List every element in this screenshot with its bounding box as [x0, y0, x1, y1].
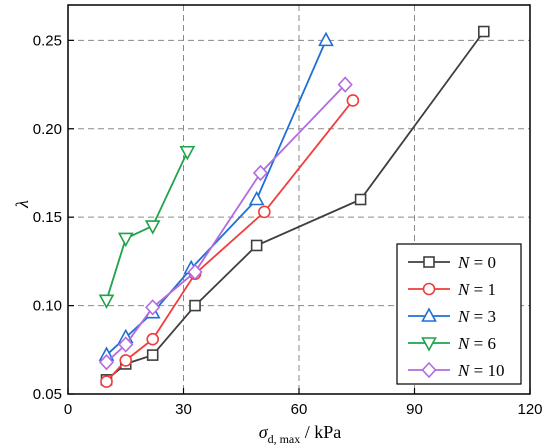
data-point — [118, 336, 134, 353]
series-2 — [98, 31, 334, 361]
legend-item: N = 0 — [408, 253, 496, 272]
legend: N = 0N = 1N = 3N = 6N = 10 — [396, 243, 522, 385]
legend-label: N = 0 — [457, 253, 496, 272]
x-axis-label-subscript: d, max — [268, 432, 301, 446]
legend-label-equals: = — [469, 280, 487, 299]
data-point — [250, 239, 263, 252]
x-tick-label: 0 — [64, 401, 72, 418]
legend-label-value: 10 — [487, 361, 504, 380]
data-point — [146, 349, 159, 361]
y-tick-label: 0.25 — [33, 32, 62, 49]
legend-label-value: 1 — [487, 280, 496, 299]
legend-label-equals: = — [469, 361, 487, 380]
series-line — [105, 40, 327, 356]
legend-item: N = 1 — [408, 280, 496, 299]
series-line — [105, 151, 189, 301]
data-point — [252, 164, 269, 182]
legend-label-value: 0 — [487, 253, 496, 272]
data-point — [144, 220, 161, 235]
series-4 — [98, 76, 353, 371]
data-point — [98, 353, 115, 371]
data-point — [258, 205, 271, 219]
data-point — [100, 375, 113, 388]
legend-box — [396, 243, 522, 385]
legend-label: N = 6 — [457, 334, 496, 353]
x-axis-label-unit: / kPa — [300, 422, 341, 442]
legend-label-variable: N — [457, 334, 471, 353]
data-point — [354, 193, 367, 206]
legend-label-variable: N — [457, 280, 471, 299]
legend-marker — [421, 307, 437, 322]
x-axis-label: σd, max / kPa — [259, 422, 342, 446]
series-3 — [98, 145, 196, 309]
x-tick-label: 60 — [291, 401, 308, 418]
series-1 — [100, 94, 360, 388]
legend-marker — [421, 337, 437, 352]
legend-label: N = 1 — [457, 280, 496, 299]
y-axis-label: λ — [12, 200, 32, 209]
data-point — [318, 31, 334, 47]
y-tick-label: 0.10 — [33, 298, 62, 315]
legend-label: N = 10 — [457, 361, 504, 380]
legend-label-variable: N — [457, 361, 471, 380]
legend-marker — [423, 256, 435, 268]
data-point — [189, 299, 201, 312]
x-tick-label: 30 — [175, 401, 192, 418]
data-point — [187, 263, 203, 281]
data-point — [337, 76, 353, 93]
legend-item: N = 6 — [408, 334, 496, 353]
legend-marker — [421, 361, 437, 379]
legend-label-value: 3 — [487, 307, 496, 326]
y-tick-label: 0.05 — [33, 386, 62, 403]
series-layer — [98, 25, 490, 388]
data-point — [146, 332, 159, 346]
data-point — [119, 354, 133, 367]
x-tick-label: 120 — [517, 401, 542, 418]
grid — [68, 5, 530, 394]
y-tick-label: 0.20 — [33, 121, 62, 138]
x-axis-label-symbol: σ — [259, 422, 269, 442]
series-line — [105, 99, 354, 383]
y-tick-label: 0.15 — [33, 209, 62, 226]
legend-item: N = 10 — [408, 361, 504, 380]
series-line — [105, 83, 346, 363]
data-point — [477, 25, 490, 38]
legend-label: N = 3 — [457, 307, 496, 326]
legend-label-equals: = — [469, 307, 487, 326]
legend-label-equals: = — [469, 334, 487, 353]
data-point — [145, 299, 161, 316]
data-point — [179, 145, 196, 161]
legend-item: N = 3 — [408, 307, 496, 326]
data-point — [98, 294, 115, 309]
legend-marker — [422, 282, 436, 296]
data-point — [117, 232, 134, 248]
legend-label-variable: N — [457, 253, 471, 272]
legend-label-value: 6 — [487, 334, 496, 353]
data-point — [248, 190, 265, 206]
legend-label-equals: = — [469, 253, 487, 272]
data-point — [346, 94, 360, 107]
x-tick-label: 90 — [406, 401, 423, 418]
legend-label-variable: N — [457, 307, 471, 326]
